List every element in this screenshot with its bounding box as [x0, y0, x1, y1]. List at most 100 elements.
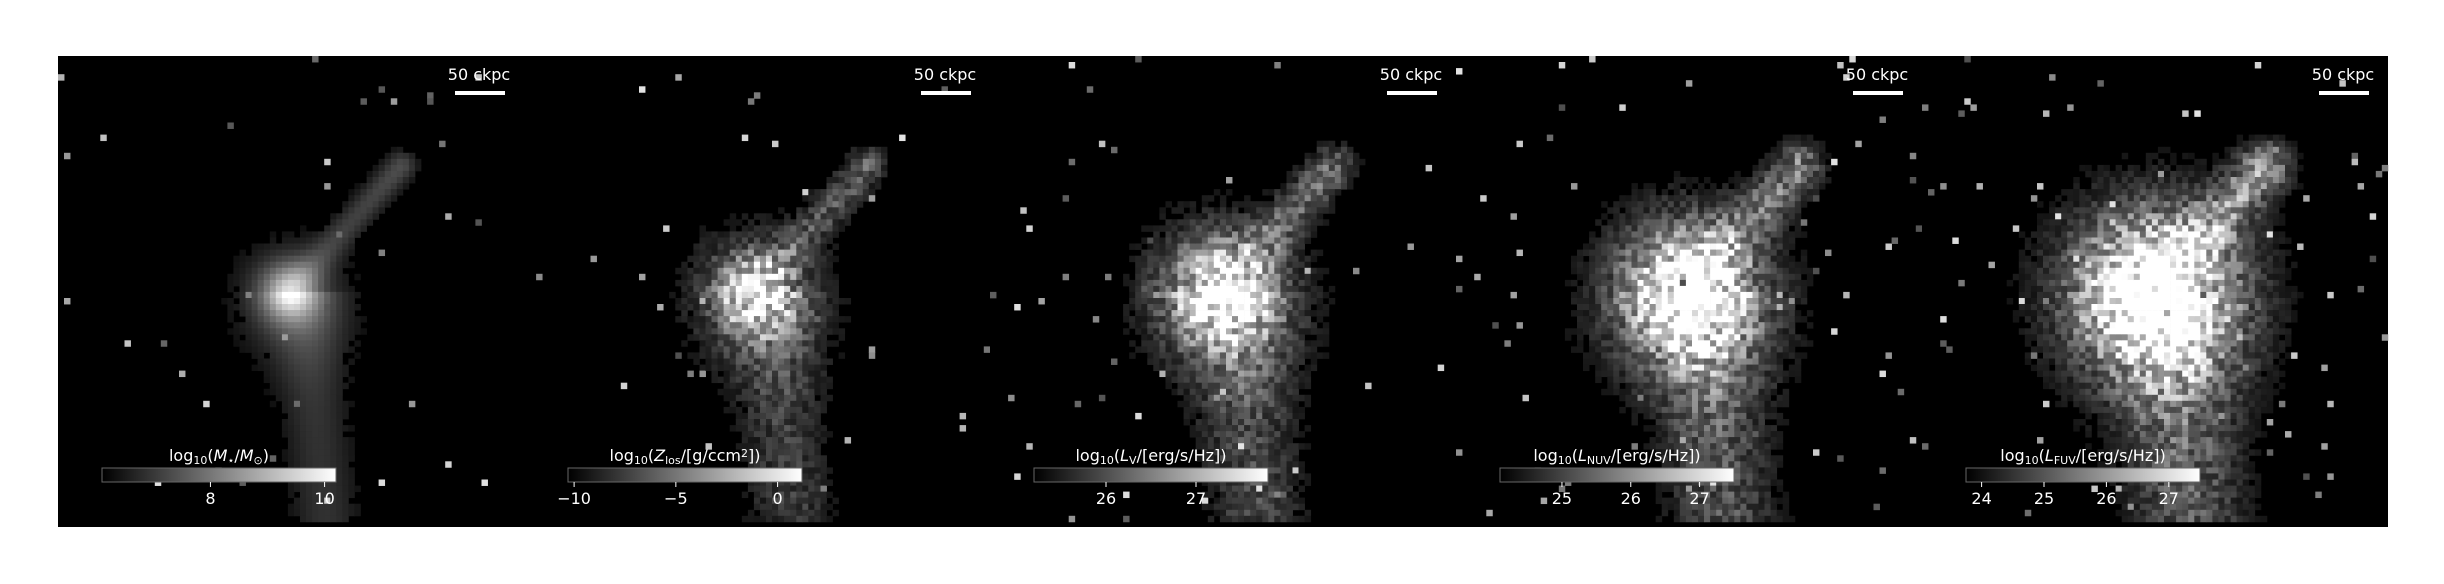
pixel	[1153, 267, 1160, 275]
pixel	[1710, 443, 1717, 450]
pixel	[711, 255, 718, 263]
pixel	[287, 425, 295, 432]
pixel	[753, 291, 761, 299]
pixel	[1716, 394, 1723, 402]
pixel	[300, 334, 307, 341]
pixel	[1280, 225, 1287, 232]
pixel	[1734, 425, 1741, 432]
pixel	[1262, 213, 1269, 220]
pixel	[1577, 291, 1584, 299]
pixel	[1607, 219, 1614, 226]
pixel	[760, 443, 767, 450]
pixel	[681, 273, 688, 281]
pixel	[1274, 503, 1281, 511]
pixel	[1135, 310, 1142, 317]
pixel	[820, 273, 827, 281]
pixel	[699, 352, 706, 359]
pixel	[300, 285, 307, 293]
pixel	[735, 388, 743, 396]
pixel	[1068, 62, 1076, 69]
pixel	[802, 346, 809, 353]
pixel	[1280, 201, 1287, 208]
pixel	[324, 273, 331, 281]
pixel	[990, 291, 997, 299]
pixel	[1667, 267, 1675, 275]
pixel	[1183, 316, 1191, 323]
pixel	[796, 437, 803, 444]
pixel	[1232, 225, 1239, 232]
pixel	[729, 231, 737, 238]
pixel	[784, 479, 791, 486]
pixel	[753, 255, 761, 263]
pixel	[1740, 195, 1747, 202]
pixel	[1692, 225, 1699, 232]
pixel	[1280, 419, 1287, 426]
pixel	[281, 394, 289, 402]
pixel	[1238, 291, 1245, 299]
pixel	[760, 364, 767, 372]
pixel	[227, 122, 234, 129]
pixel	[1244, 400, 1251, 408]
pixel	[312, 431, 319, 438]
pixel	[766, 316, 773, 323]
pixel	[1740, 497, 1747, 505]
pixel	[1692, 328, 1699, 335]
pixel	[1183, 340, 1191, 347]
pixel	[753, 322, 761, 329]
pixel	[1673, 370, 1681, 378]
pixel	[245, 316, 252, 323]
pixel	[1631, 298, 1638, 305]
pixel	[1758, 388, 1765, 396]
pixel	[1601, 225, 1608, 232]
pixel	[1219, 219, 1227, 226]
pixel	[1256, 449, 1263, 456]
pixel	[808, 431, 815, 438]
pixel	[1746, 443, 1753, 450]
pixel	[778, 267, 785, 275]
pixel	[1764, 479, 1771, 486]
pixel	[1171, 376, 1178, 384]
pixel	[1292, 431, 1299, 438]
pixel	[729, 304, 737, 311]
pixel	[1704, 231, 1711, 238]
pixel	[1716, 273, 1723, 281]
pixel	[1661, 328, 1669, 335]
pixel	[1643, 237, 1650, 244]
pixel	[772, 419, 779, 426]
pixel	[693, 334, 700, 341]
pixel	[1274, 346, 1281, 353]
pixel	[1746, 382, 1753, 390]
pixel	[1286, 219, 1293, 226]
pixel	[300, 419, 307, 426]
pixel	[233, 322, 240, 329]
pixel	[1716, 346, 1723, 353]
pixel	[1153, 364, 1160, 372]
pixel	[850, 152, 858, 160]
pixel	[293, 304, 301, 311]
pixel	[330, 316, 337, 323]
pixel	[354, 219, 361, 226]
pixel	[747, 291, 755, 299]
pixel	[1583, 364, 1590, 372]
pixel	[1244, 515, 1251, 523]
pixel	[1740, 219, 1747, 226]
pixel	[1165, 328, 1172, 335]
pixel	[1692, 503, 1699, 511]
pixel	[354, 201, 361, 208]
pixel	[1589, 358, 1596, 365]
pixel	[826, 195, 833, 202]
pixel	[1322, 201, 1330, 208]
pixel	[1256, 291, 1263, 299]
pixel	[1213, 485, 1221, 493]
pixel	[1159, 237, 1166, 244]
pixel	[1250, 310, 1257, 317]
pixel	[868, 195, 876, 202]
pixel	[1123, 328, 1130, 335]
pixel	[1740, 201, 1747, 208]
pixel	[790, 243, 797, 250]
pixel	[753, 316, 761, 323]
pixel	[796, 249, 803, 257]
pixel	[1238, 201, 1245, 208]
pixel	[1746, 461, 1753, 468]
pixel	[1268, 394, 1275, 402]
